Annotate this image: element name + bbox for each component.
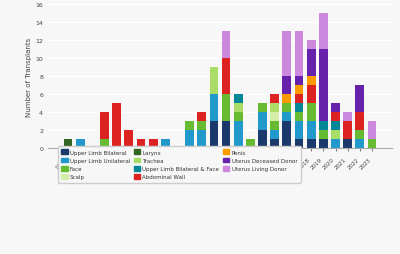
Bar bbox=[234, 122, 243, 149]
Bar bbox=[124, 131, 133, 149]
Bar bbox=[356, 140, 364, 149]
Bar bbox=[222, 32, 230, 59]
Bar bbox=[64, 140, 72, 149]
Bar bbox=[295, 95, 304, 104]
Bar bbox=[319, 122, 328, 131]
Bar bbox=[295, 104, 304, 113]
Bar bbox=[319, 131, 328, 140]
Bar bbox=[149, 140, 158, 149]
Bar bbox=[185, 131, 194, 149]
Bar bbox=[270, 131, 279, 140]
Bar bbox=[307, 104, 316, 122]
Bar bbox=[331, 122, 340, 131]
Bar bbox=[356, 86, 364, 113]
Bar bbox=[343, 140, 352, 149]
Bar bbox=[76, 140, 84, 149]
Bar bbox=[210, 122, 218, 149]
Bar bbox=[234, 113, 243, 122]
Bar bbox=[234, 104, 243, 113]
Bar bbox=[270, 140, 279, 149]
Bar bbox=[331, 113, 340, 122]
Bar bbox=[307, 140, 316, 149]
Bar bbox=[356, 113, 364, 131]
Bar bbox=[185, 122, 194, 131]
Bar bbox=[282, 122, 291, 149]
Bar bbox=[368, 140, 376, 149]
Bar bbox=[197, 131, 206, 149]
Bar bbox=[222, 95, 230, 122]
Bar bbox=[282, 113, 291, 122]
Bar bbox=[295, 77, 304, 86]
Bar bbox=[197, 113, 206, 122]
Bar bbox=[295, 32, 304, 77]
Bar bbox=[246, 140, 255, 149]
Bar bbox=[282, 77, 291, 95]
Bar bbox=[100, 113, 109, 140]
Bar bbox=[234, 95, 243, 104]
Bar bbox=[258, 131, 267, 149]
Bar bbox=[295, 140, 304, 149]
Bar bbox=[258, 104, 267, 113]
Bar bbox=[210, 95, 218, 122]
Bar bbox=[197, 122, 206, 131]
Bar bbox=[270, 113, 279, 122]
Bar bbox=[307, 77, 316, 86]
Bar bbox=[319, 14, 328, 50]
Bar bbox=[295, 122, 304, 140]
Bar bbox=[368, 122, 376, 140]
Legend: Upper Limb Bilateral, Upper Limb Unilateral, Face, Scalp, Larynx, Trachea, Upper: Upper Limb Bilateral, Upper Limb Unilate… bbox=[58, 147, 300, 183]
Bar bbox=[331, 104, 340, 113]
Bar bbox=[136, 140, 145, 149]
Bar bbox=[270, 95, 279, 104]
Bar bbox=[100, 140, 109, 149]
Bar bbox=[112, 104, 121, 149]
Bar bbox=[282, 95, 291, 104]
Bar bbox=[331, 140, 340, 149]
Bar bbox=[270, 122, 279, 131]
Bar bbox=[295, 113, 304, 122]
Y-axis label: Number of Transplants: Number of Transplants bbox=[26, 38, 32, 116]
Bar bbox=[307, 86, 316, 104]
Bar bbox=[295, 86, 304, 95]
Bar bbox=[282, 104, 291, 113]
Bar bbox=[331, 131, 340, 140]
Bar bbox=[161, 140, 170, 149]
Bar bbox=[307, 122, 316, 140]
Bar bbox=[270, 104, 279, 113]
Bar bbox=[210, 68, 218, 95]
Bar bbox=[222, 59, 230, 95]
Bar bbox=[307, 41, 316, 50]
X-axis label: Year of Transplant: Year of Transplant bbox=[186, 171, 254, 180]
Bar bbox=[343, 122, 352, 140]
Bar bbox=[307, 50, 316, 77]
Bar bbox=[319, 50, 328, 122]
Bar bbox=[356, 131, 364, 140]
Bar bbox=[343, 113, 352, 122]
Bar bbox=[258, 113, 267, 131]
Bar bbox=[282, 32, 291, 77]
Bar bbox=[319, 140, 328, 149]
Bar bbox=[222, 122, 230, 149]
